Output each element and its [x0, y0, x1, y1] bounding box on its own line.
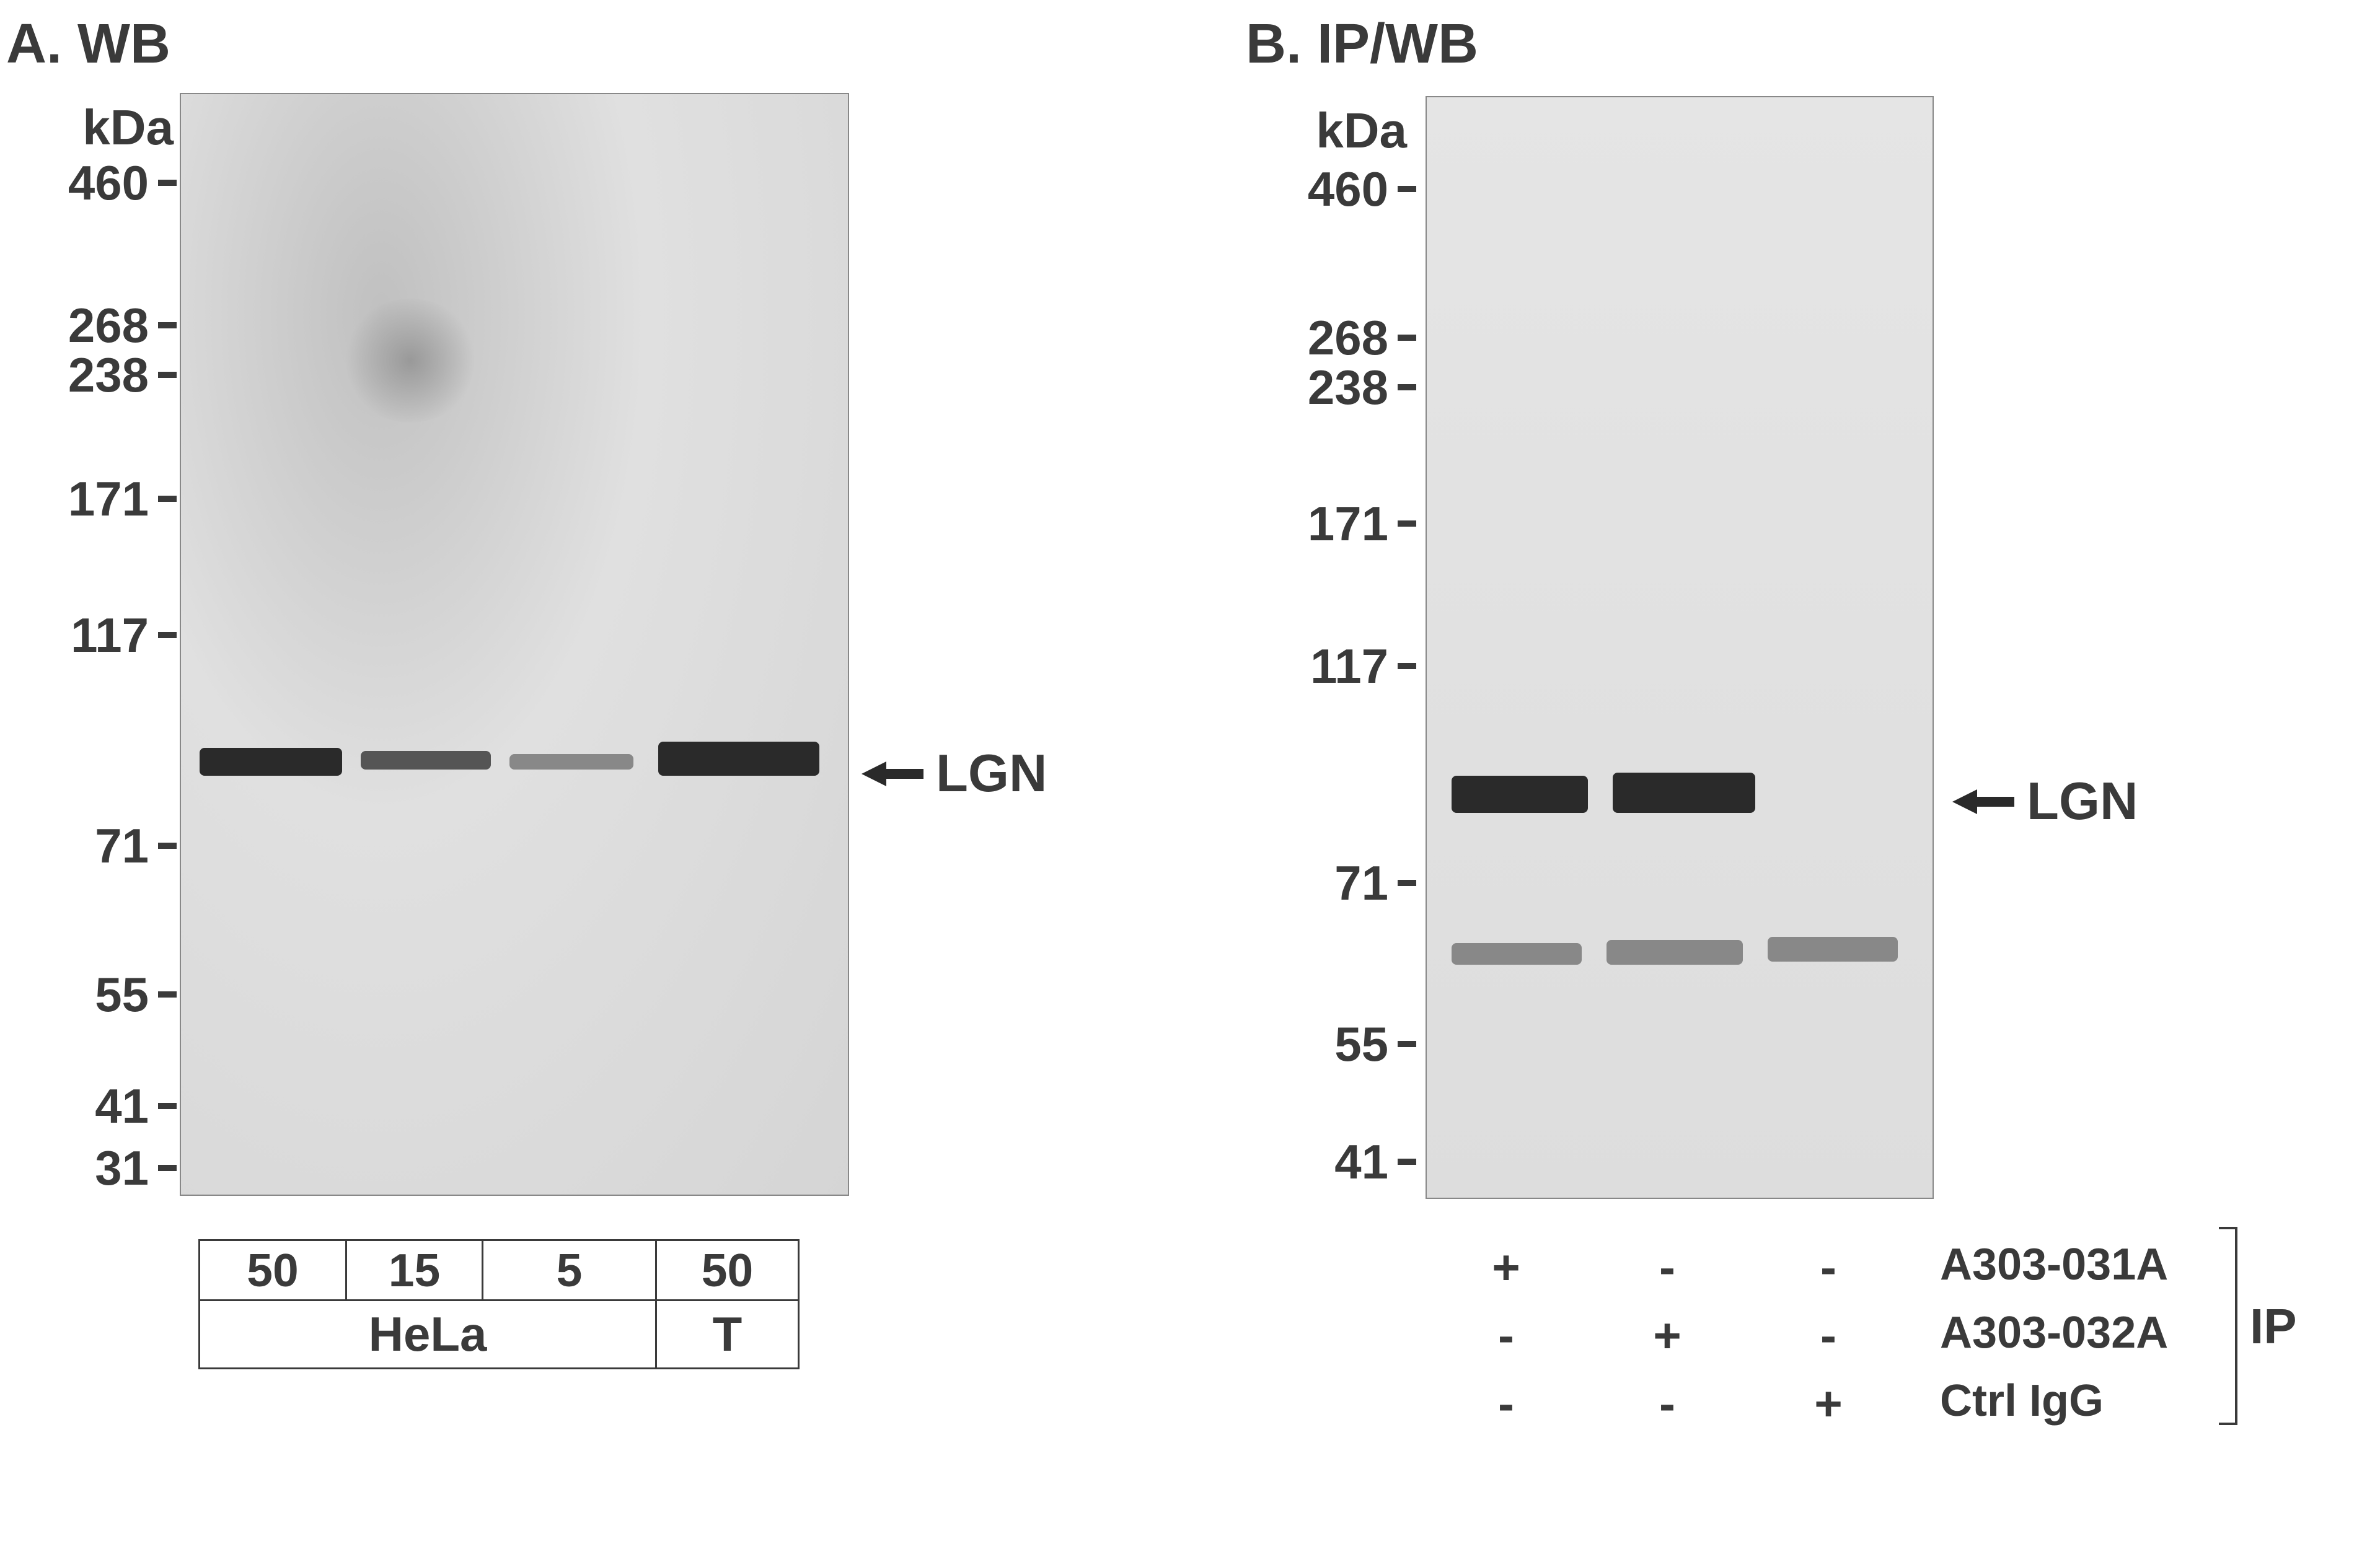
- marker-55-b: 55: [1302, 1016, 1388, 1073]
- panel-a-kda-label: kDa: [74, 99, 174, 156]
- marker-31-a: 31: [62, 1140, 149, 1196]
- panel-a-blot: [180, 93, 849, 1196]
- blot-smudge: [342, 299, 478, 423]
- lgn-arrow-a: LGN: [862, 744, 1047, 804]
- marker-71-b: 71: [1302, 855, 1388, 911]
- band-lane3: [509, 754, 633, 770]
- band-lane4: [658, 742, 819, 776]
- arrow-head-icon: [862, 761, 886, 786]
- ip-r2c1: -: [1481, 1307, 1531, 1364]
- tick-268-b: [1398, 335, 1416, 341]
- lgn-label-a: LGN: [936, 744, 1047, 804]
- arrow-shaft-b: [1977, 797, 2014, 807]
- ip-text: IP: [2250, 1298, 2297, 1355]
- tick-268-a: [158, 322, 177, 328]
- band-b-lane3-low: [1768, 937, 1898, 962]
- tick-171-b: [1398, 520, 1416, 527]
- band-lane1: [200, 748, 342, 776]
- marker-117-b: 117: [1283, 638, 1388, 695]
- tick-460-a: [158, 180, 177, 186]
- panel-b-title: B. IP/WB: [1246, 12, 1478, 76]
- lane-box-3: 5: [483, 1239, 657, 1301]
- marker-238-a: 238: [43, 347, 149, 403]
- panel-b-kda-label: kDa: [1308, 102, 1407, 159]
- tick-71-b: [1398, 880, 1416, 886]
- sample-hela: HeLa: [198, 1301, 657, 1369]
- marker-41-a: 41: [62, 1078, 149, 1134]
- band-b-lane1-low: [1452, 943, 1582, 965]
- ip-r3c3: +: [1804, 1376, 1853, 1432]
- band-b-lane2-low: [1606, 940, 1743, 965]
- band-b-lane1: [1452, 776, 1588, 813]
- marker-460-a: 460: [43, 155, 149, 211]
- panel-b-blot: [1426, 96, 1934, 1199]
- tick-71-a: [158, 843, 177, 849]
- arrow-shaft: [886, 769, 923, 779]
- tick-460-b: [1398, 186, 1416, 192]
- lane-box-1: 50: [198, 1239, 347, 1301]
- marker-117-a: 117: [43, 607, 149, 664]
- tick-238-b: [1398, 384, 1416, 390]
- ip-r2c2: +: [1642, 1307, 1692, 1364]
- marker-171-a: 171: [43, 471, 149, 527]
- marker-171-b: 171: [1283, 496, 1388, 552]
- marker-268-b: 268: [1283, 310, 1388, 366]
- lgn-label-b: LGN: [2027, 771, 2138, 832]
- marker-55-a: 55: [62, 967, 149, 1023]
- ip-r2c3: -: [1804, 1307, 1853, 1364]
- tick-55-b: [1398, 1041, 1416, 1047]
- arrow-head-icon-b: [1952, 789, 1977, 814]
- tick-31-a: [158, 1165, 177, 1171]
- tick-55-a: [158, 991, 177, 998]
- marker-460-b: 460: [1283, 161, 1388, 217]
- ip-label-1: A303-031A: [1940, 1239, 2168, 1290]
- ip-r3c2: -: [1642, 1376, 1692, 1432]
- band-b-lane2: [1613, 773, 1755, 813]
- marker-268-a: 268: [43, 297, 149, 354]
- marker-238-b: 238: [1283, 359, 1388, 416]
- lgn-arrow-b: LGN: [1952, 771, 2138, 832]
- sample-t: T: [657, 1301, 800, 1369]
- lane-box-2: 15: [347, 1239, 483, 1301]
- tick-41-b: [1398, 1159, 1416, 1165]
- ip-r1c1: +: [1481, 1239, 1531, 1296]
- ip-label-2: A303-032A: [1940, 1307, 2168, 1358]
- panel-a-title: A. WB: [6, 12, 170, 76]
- ip-bracket: [2219, 1227, 2237, 1425]
- lane-box-4: 50: [657, 1239, 800, 1301]
- tick-171-a: [158, 496, 177, 502]
- ip-r1c2: -: [1642, 1239, 1692, 1296]
- tick-41-a: [158, 1103, 177, 1109]
- tick-238-a: [158, 372, 177, 378]
- ip-r1c3: -: [1804, 1239, 1853, 1296]
- marker-71-a: 71: [62, 818, 149, 874]
- tick-117-a: [158, 632, 177, 638]
- ip-r3c1: -: [1481, 1376, 1531, 1432]
- ip-label-3: Ctrl IgG: [1940, 1376, 2104, 1426]
- tick-117-b: [1398, 663, 1416, 669]
- band-lane2: [361, 751, 491, 770]
- marker-41-b: 41: [1302, 1134, 1388, 1190]
